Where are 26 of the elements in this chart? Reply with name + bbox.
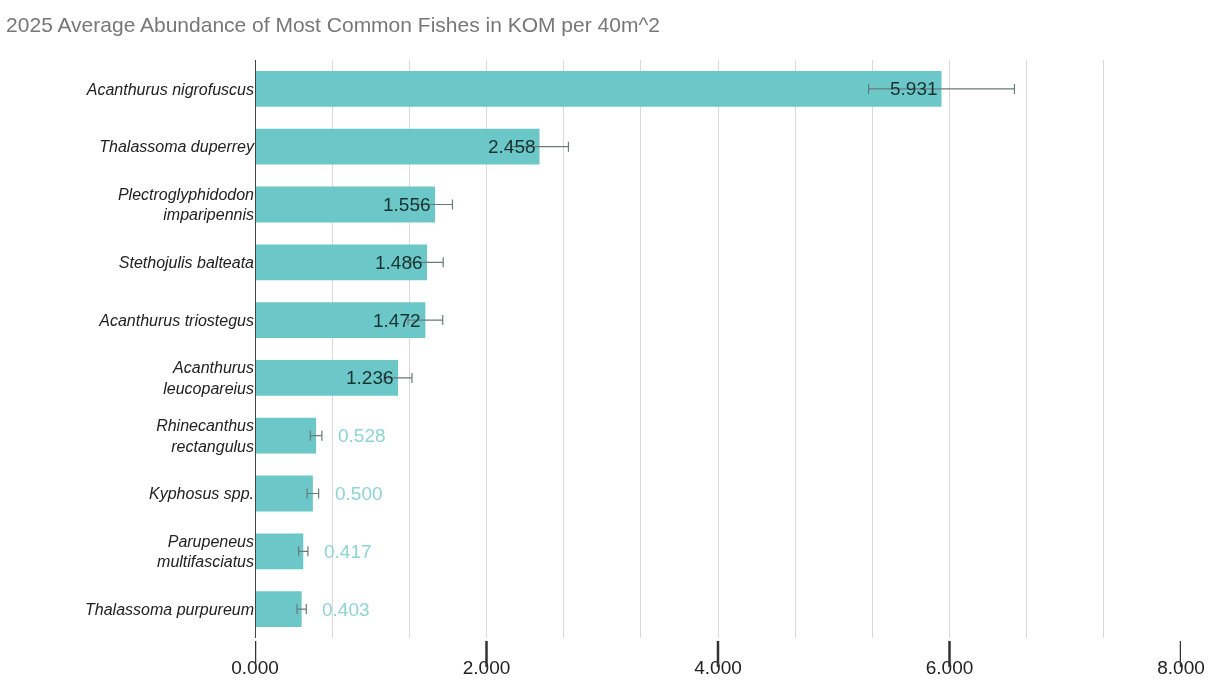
y-tick-label: Plectroglyphidodon imparipennis — [117, 185, 255, 224]
y-tick-label: Thalassoma purpureum — [85, 600, 254, 618]
data-label: 1.472 — [373, 310, 421, 331]
data-label: 0.500 — [335, 483, 383, 504]
x-tick-label: 0.000 — [231, 657, 279, 678]
y-tick-label: Rhinecanthus rectangulus — [156, 416, 254, 455]
data-label: 1.556 — [383, 194, 431, 215]
chart-title: 2025 Average Abundance of Most Common Fishes in KOM per 40m^2 — [6, 13, 660, 37]
x-tick-label: 6.000 — [925, 657, 974, 678]
y-tick-label: Thalassoma duperrey — [99, 138, 255, 156]
y-tick-label: Acanthurus triostegus — [98, 311, 254, 329]
data-label: 2.458 — [488, 136, 536, 157]
x-tick-label: 2.000 — [462, 657, 511, 678]
data-label: 5.931 — [890, 78, 938, 99]
y-tick-label: Stethojulis balteata — [118, 253, 255, 271]
y-tick-label: Parupeneus multifasciatus — [157, 532, 254, 571]
x-tick-label: 8.000 — [1157, 657, 1205, 678]
y-tick-label: Acanthurus nigrofuscus — [85, 80, 254, 98]
data-label: 0.417 — [324, 541, 372, 562]
data-label: 1.236 — [346, 367, 394, 388]
x-tick-label: 4.000 — [694, 657, 742, 678]
data-label: 0.528 — [338, 425, 386, 446]
y-tick-label: Kyphosus spp. — [149, 485, 254, 503]
data-label: 0.403 — [322, 599, 370, 620]
data-label: 1.486 — [375, 252, 423, 273]
y-tick-label: Acanthurus leucopareius — [163, 359, 254, 397]
